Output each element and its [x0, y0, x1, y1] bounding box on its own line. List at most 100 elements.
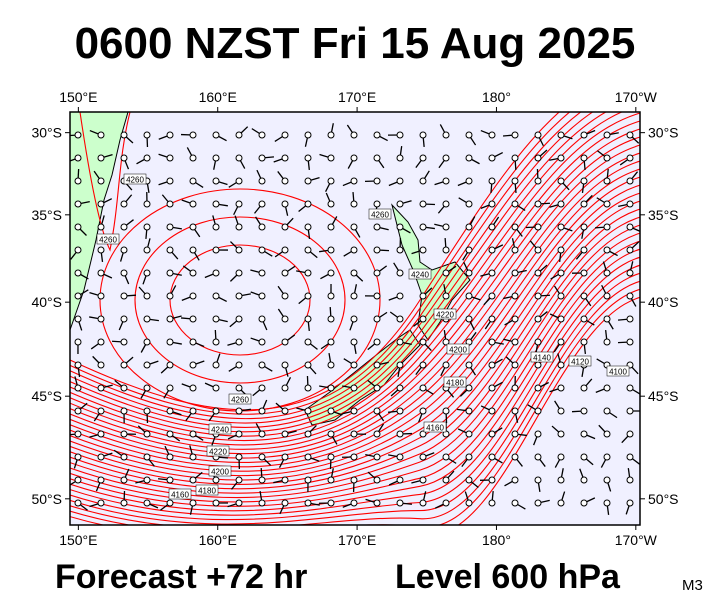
station — [351, 132, 357, 138]
station — [627, 155, 633, 161]
lon-tick-label: 170°W — [615, 89, 658, 105]
station — [374, 362, 380, 368]
station — [627, 316, 633, 322]
station — [190, 178, 196, 184]
station — [190, 132, 196, 138]
station — [75, 293, 81, 299]
station — [351, 201, 357, 207]
station — [489, 431, 495, 437]
lon-tick-label: 170°E — [338, 89, 376, 105]
station — [604, 293, 610, 299]
lat-tick-label: 30°S — [648, 125, 679, 141]
station — [489, 362, 495, 368]
station — [144, 454, 150, 460]
station — [627, 385, 633, 391]
station — [558, 385, 564, 391]
station — [512, 132, 518, 138]
station — [98, 155, 104, 161]
station — [75, 270, 81, 276]
station — [98, 431, 104, 437]
contour-label: 4260 — [371, 211, 389, 220]
station — [627, 201, 633, 207]
station — [259, 385, 265, 391]
station — [236, 408, 242, 414]
station — [581, 155, 587, 161]
station — [581, 293, 587, 299]
station — [512, 339, 518, 345]
station — [604, 178, 610, 184]
station — [627, 247, 633, 253]
station — [627, 224, 633, 230]
lat-tick-label: 50°S — [648, 491, 679, 507]
station — [75, 477, 81, 483]
station — [75, 155, 81, 161]
station — [98, 293, 104, 299]
station — [420, 155, 426, 161]
station — [190, 500, 196, 506]
station — [627, 293, 633, 299]
station — [397, 362, 403, 368]
station — [75, 454, 81, 460]
station — [167, 316, 173, 322]
station — [535, 339, 541, 345]
station — [236, 178, 242, 184]
station — [98, 224, 104, 230]
station — [558, 224, 564, 230]
station — [558, 408, 564, 414]
station — [604, 224, 610, 230]
station — [190, 408, 196, 414]
station — [512, 247, 518, 253]
station — [167, 155, 173, 161]
station — [259, 132, 265, 138]
station — [351, 477, 357, 483]
station — [466, 178, 472, 184]
station — [236, 247, 242, 253]
station — [627, 178, 633, 184]
station — [75, 362, 81, 368]
station — [627, 270, 633, 276]
station — [512, 316, 518, 322]
station — [121, 408, 127, 414]
station — [282, 132, 288, 138]
station — [351, 178, 357, 184]
station — [305, 431, 311, 437]
station — [98, 132, 104, 138]
station — [351, 316, 357, 322]
station — [443, 270, 449, 276]
station — [535, 500, 541, 506]
station — [420, 362, 426, 368]
station — [259, 362, 265, 368]
station — [144, 247, 150, 253]
station — [236, 201, 242, 207]
station — [489, 293, 495, 299]
station — [75, 500, 81, 506]
station — [535, 155, 541, 161]
station — [305, 201, 311, 207]
station — [282, 362, 288, 368]
station — [443, 224, 449, 230]
station — [581, 454, 587, 460]
station — [374, 477, 380, 483]
station — [328, 339, 334, 345]
station — [351, 385, 357, 391]
station — [213, 316, 219, 322]
station — [144, 293, 150, 299]
station — [466, 385, 472, 391]
station — [190, 155, 196, 161]
station — [581, 316, 587, 322]
station — [397, 178, 403, 184]
station — [397, 385, 403, 391]
station — [144, 316, 150, 322]
station — [167, 247, 173, 253]
station — [167, 362, 173, 368]
station — [581, 339, 587, 345]
station — [443, 408, 449, 414]
station — [305, 500, 311, 506]
station — [144, 201, 150, 207]
station — [466, 201, 472, 207]
station — [213, 247, 219, 253]
station — [213, 408, 219, 414]
station — [121, 247, 127, 253]
station — [305, 270, 311, 276]
